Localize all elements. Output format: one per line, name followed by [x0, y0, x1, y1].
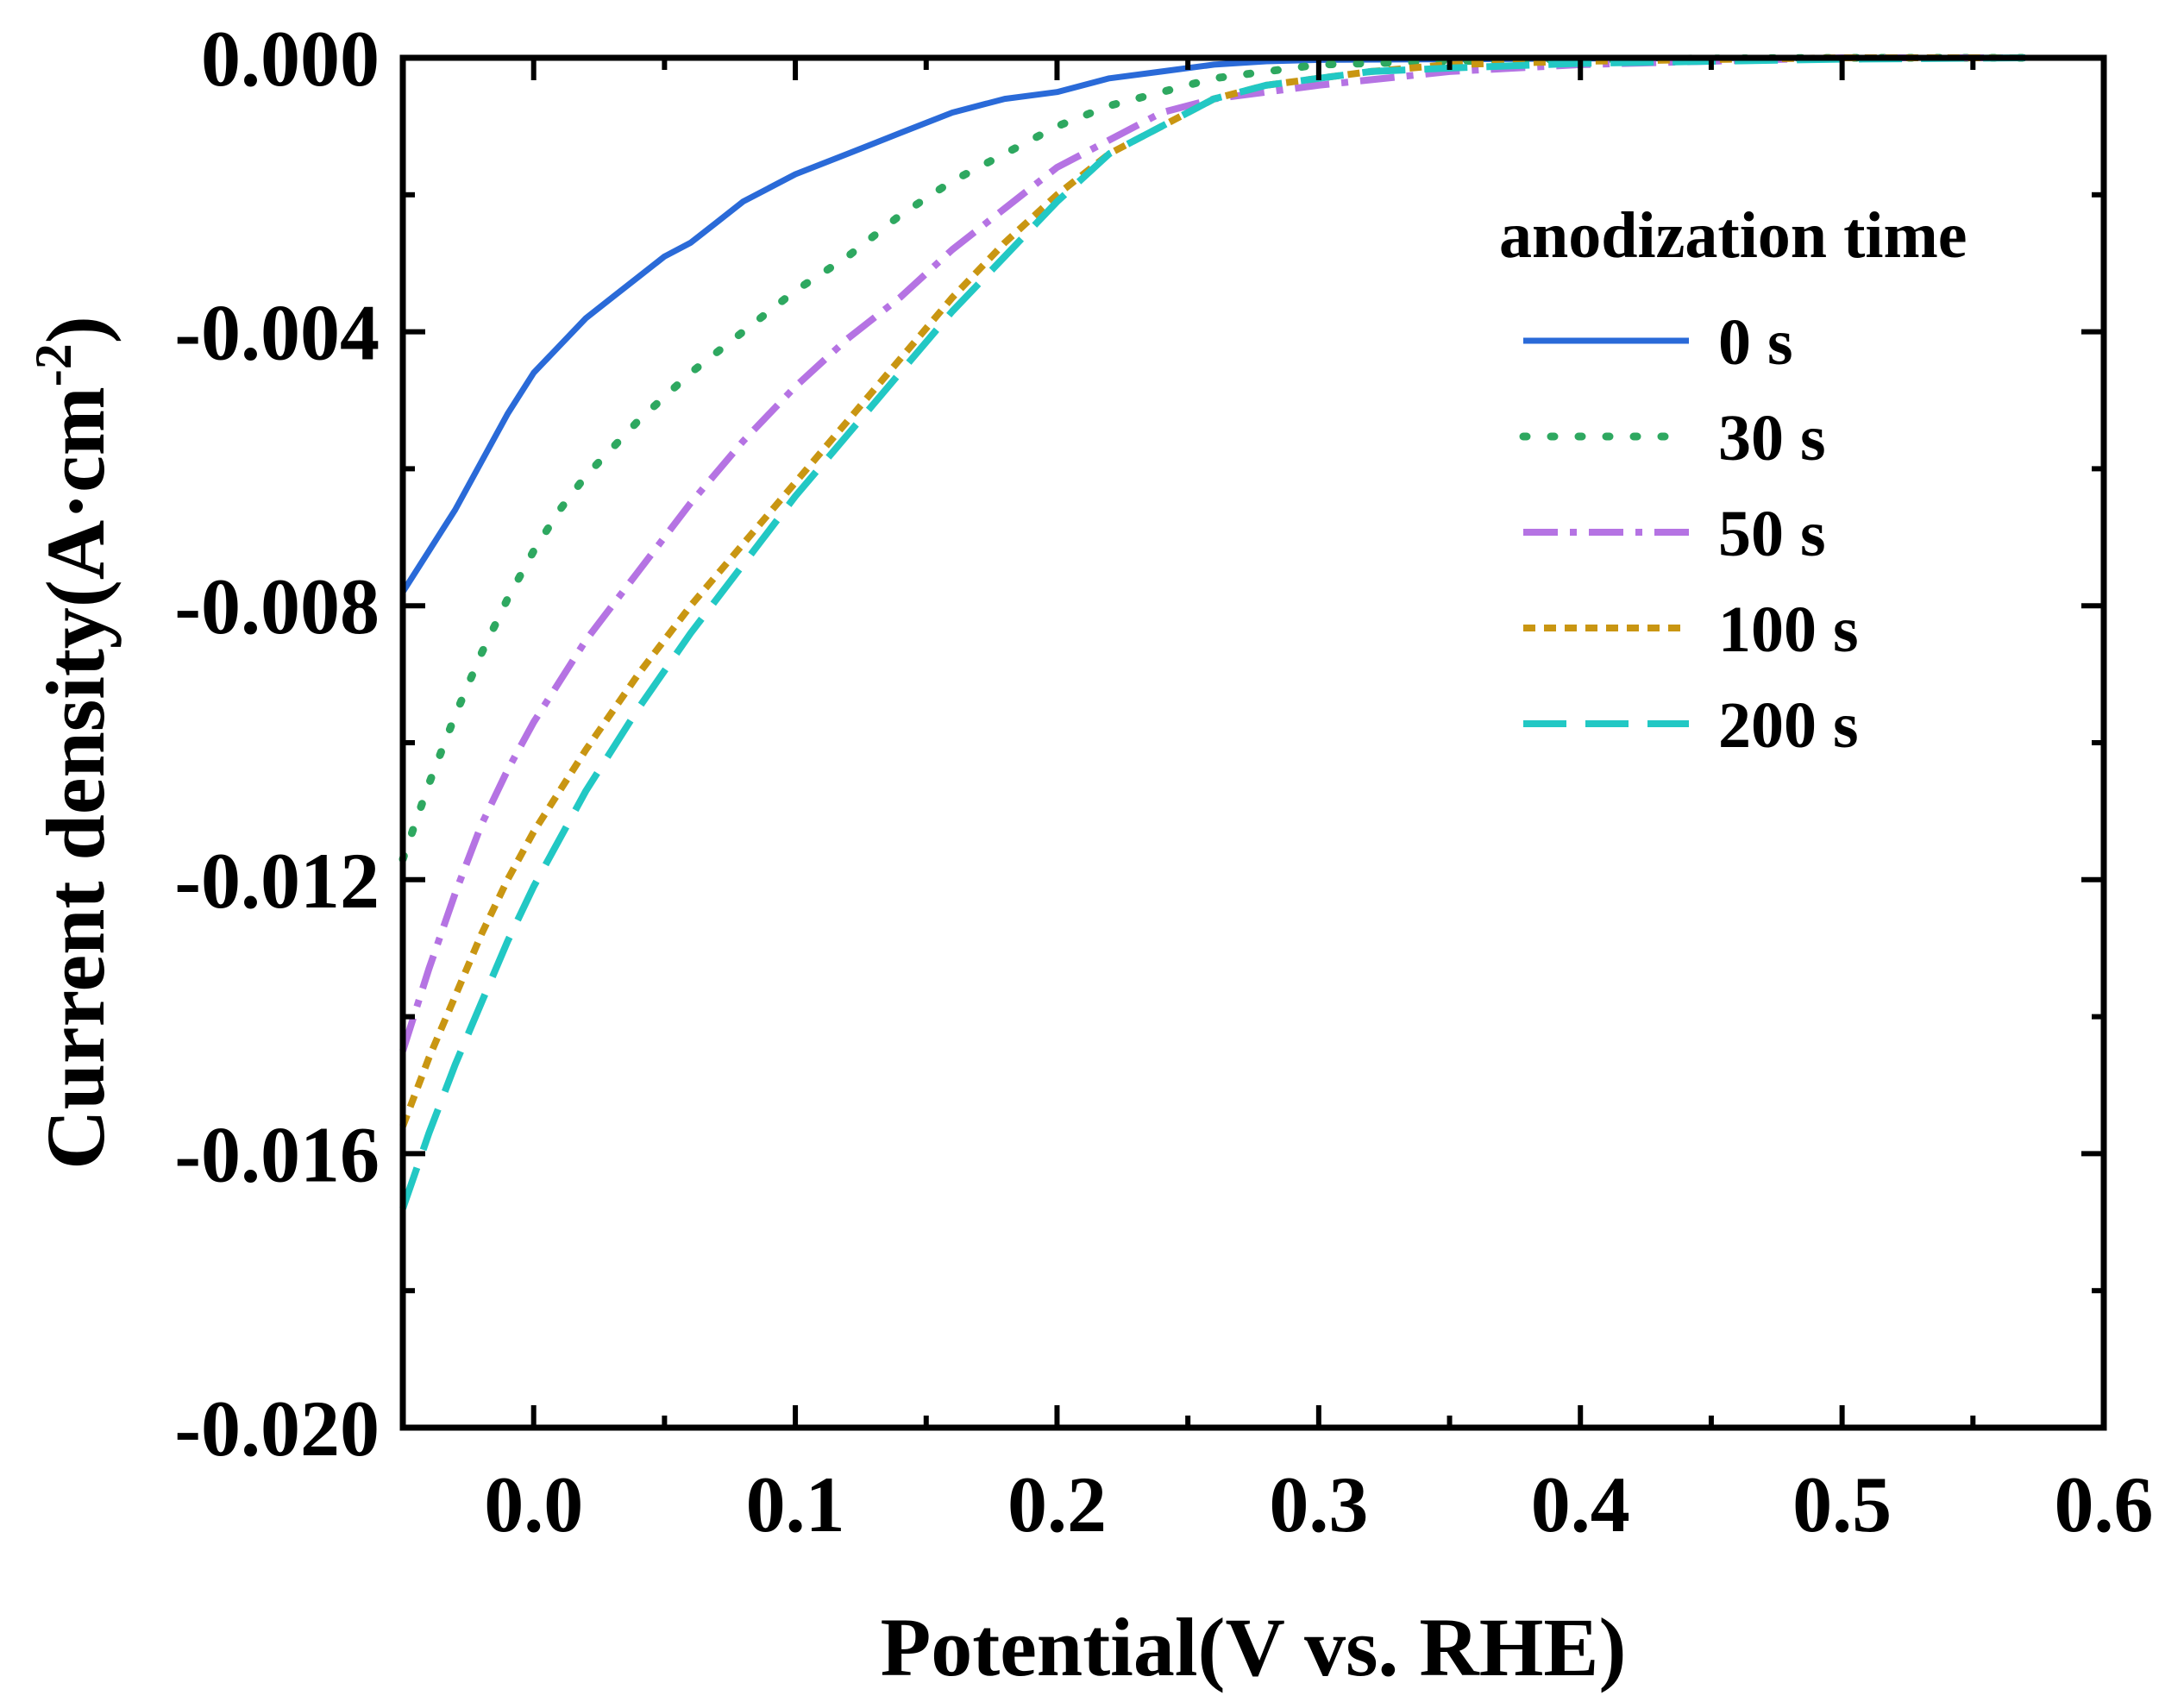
x-tick-label: 0.4	[1531, 1460, 1630, 1548]
legend-title: anodization time	[1499, 199, 1967, 272]
legend-label: 30 s	[1718, 402, 1826, 474]
ticks-layer	[400, 55, 2106, 1430]
y-axis-title-close: )	[29, 316, 122, 343]
x-tick-label: 0.3	[1269, 1460, 1368, 1548]
y-axis-title-superscript: -2	[25, 343, 82, 386]
series-line-0s	[400, 54, 2025, 594]
legend-entry: 50 s	[1523, 498, 1826, 570]
legend-entry: 100 s	[1523, 593, 1859, 666]
x-axis-title: Potential(V vs. RHE)	[881, 1601, 1627, 1693]
legend-label: 0 s	[1718, 306, 1793, 379]
y-axis-title: Current density(A·cm-2)	[25, 316, 122, 1169]
series-layer	[399, 53, 2030, 1210]
y-tick-label: -0.004	[174, 289, 380, 377]
x-tick-label: 0.0	[484, 1460, 583, 1548]
y-axis-title-main: Current density(A·cm	[29, 386, 122, 1169]
legend-entries: 0 s 30 s 50 s 100 s 200 s	[1519, 306, 1859, 762]
legend-label: 50 s	[1718, 498, 1826, 570]
y-tick-label: -0.012	[174, 837, 380, 925]
x-tick-label: 0.5	[1792, 1460, 1892, 1548]
x-tick-label: 0.6	[2055, 1460, 2154, 1548]
legend-entry: 30 s	[1519, 402, 1826, 474]
legend-label: 200 s	[1718, 689, 1859, 762]
x-tick-label: 0.2	[1007, 1460, 1107, 1548]
legend-label: 100 s	[1718, 593, 1859, 666]
legend-entry: 0 s	[1523, 306, 1793, 379]
legend: anodization time 0 s 30 s 50 s 100 s 200 s	[1499, 199, 1967, 762]
y-tick-label: 0.000	[201, 15, 380, 103]
x-tick-label: 0.1	[746, 1460, 845, 1548]
y-tick-label: -0.020	[174, 1385, 380, 1473]
series-line-200s	[399, 54, 2026, 1210]
legend-entry: 200 s	[1523, 689, 1859, 762]
y-tick-label: -0.016	[174, 1110, 380, 1198]
tick-labels-layer: 0.0 0.1 0.2 0.3 0.4 0.5 0.6 0.000 -0.004 -0.008 -0…	[174, 15, 2153, 1548]
series-line-50s	[399, 54, 2025, 1052]
series-line-100s	[399, 54, 2025, 1128]
y-tick-label: -0.008	[174, 562, 380, 650]
series-line-30s	[399, 53, 2030, 863]
